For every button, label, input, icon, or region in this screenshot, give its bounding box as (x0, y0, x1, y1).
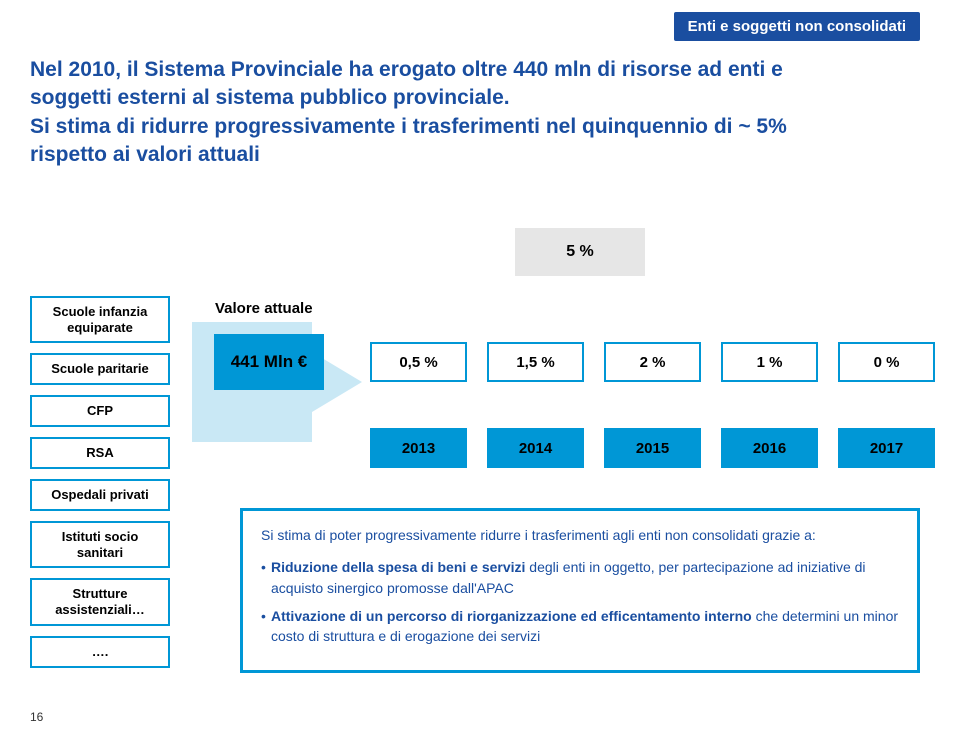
year-cell: 2016 (721, 428, 818, 468)
sidebar-item: RSA (30, 437, 170, 469)
sidebar-item: Strutture assistenziali… (30, 578, 170, 625)
entity-sidebar: Scuole infanzia equiparate Scuole parita… (30, 296, 170, 678)
sidebar-item: CFP (30, 395, 170, 427)
sidebar-item: Scuole paritarie (30, 353, 170, 385)
note-bullet-1: Riduzione della spesa di beni e servizi … (261, 557, 899, 598)
note-list: Riduzione della spesa di beni e servizi … (261, 557, 899, 646)
summary-percent-box: 5 % (515, 228, 645, 276)
sidebar-item: …. (30, 636, 170, 668)
note-bullet-2: Attivazione di un percorso di riorganizz… (261, 606, 899, 647)
percent-row: 0,5 % 1,5 % 2 % 1 % 0 % (370, 342, 935, 382)
headline-line2: Si stima di ridurre progressivamente i t… (30, 113, 810, 170)
percent-cell: 2 % (604, 342, 701, 382)
current-value-box: 441 Mln € (214, 334, 324, 390)
sidebar-item: Scuole infanzia equiparate (30, 296, 170, 343)
sidebar-item: Ospedali privati (30, 479, 170, 511)
sidebar-item: Istituti socio sanitari (30, 521, 170, 568)
headline-tilde: ~ (738, 115, 750, 138)
year-cell: 2013 (370, 428, 467, 468)
percent-cell: 0,5 % (370, 342, 467, 382)
note-box: Si stima di poter progressivamente ridur… (240, 508, 920, 673)
percent-cell: 1 % (721, 342, 818, 382)
year-cell: 2014 (487, 428, 584, 468)
headline-line2a: Si stima di ridurre progressivamente i t… (30, 115, 738, 138)
percent-cell: 1,5 % (487, 342, 584, 382)
page-number: 16 (30, 710, 43, 724)
percent-cell: 0 % (838, 342, 935, 382)
year-cell: 2017 (838, 428, 935, 468)
headline-block: Nel 2010, il Sistema Provinciale ha erog… (30, 56, 810, 169)
year-row: 2013 2014 2015 2016 2017 (370, 428, 935, 468)
note-b1-bold: Riduzione della spesa di beni e servizi (271, 559, 525, 575)
headline-line1: Nel 2010, il Sistema Provinciale ha erog… (30, 56, 810, 113)
year-cell: 2015 (604, 428, 701, 468)
note-b2-bold: Attivazione di un percorso di riorganizz… (271, 608, 752, 624)
note-intro: Si stima di poter progressivamente ridur… (261, 525, 899, 545)
valore-attuale-label: Valore attuale (215, 300, 313, 317)
category-tag: Enti e soggetti non consolidati (674, 12, 920, 41)
